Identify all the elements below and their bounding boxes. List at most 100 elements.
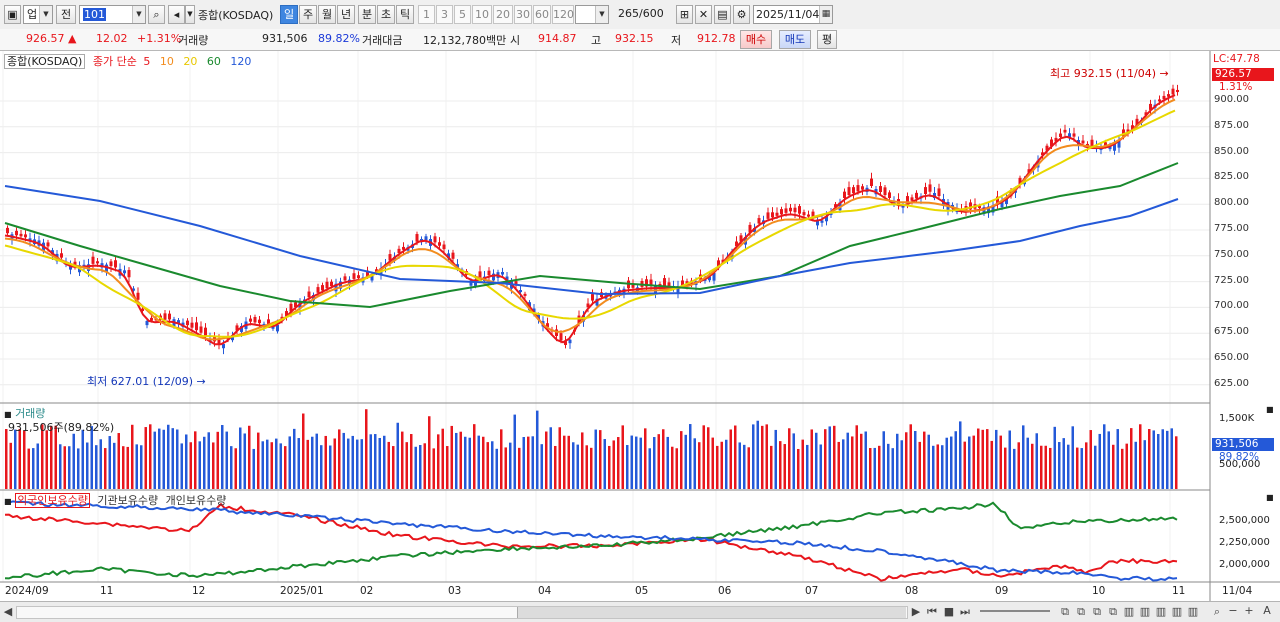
step-3-button[interactable]: 3: [436, 5, 453, 24]
legend-individual[interactable]: 개인보유수량: [165, 494, 227, 507]
period-week-button[interactable]: 주: [299, 5, 317, 24]
zoom-slider[interactable]: [980, 610, 1050, 612]
count-input[interactable]: 265/600: [615, 5, 667, 24]
zoom-in-icon[interactable]: +: [1244, 604, 1254, 617]
high-label: 고: [591, 34, 602, 47]
volume-bar: [936, 444, 939, 489]
layout-icon[interactable]: ⧉: [1061, 605, 1069, 618]
market-select[interactable]: 업 ▼: [23, 5, 53, 24]
price-change: 12.02: [96, 32, 128, 45]
chart-menu-icon[interactable]: ▣: [4, 5, 21, 24]
volume-bar: [1013, 448, 1016, 489]
stop-icon[interactable]: ■: [943, 605, 955, 618]
step-1-button[interactable]: 1: [418, 5, 435, 24]
scroll-right-icon[interactable]: ▶: [911, 605, 921, 618]
volume-bar: [41, 424, 44, 489]
volume-bar: [284, 446, 287, 489]
period-year-button[interactable]: 년: [337, 5, 355, 24]
candle-body: [442, 244, 446, 250]
candle-body: [586, 303, 590, 308]
legend-foreign[interactable]: 외국인보유수량: [15, 493, 90, 508]
open-value: 914.87: [538, 32, 577, 45]
period-minute-button[interactable]: 분: [358, 5, 376, 24]
zoom-icon[interactable]: ⌕: [1213, 605, 1221, 618]
bar-icon[interactable]: ▥: [1123, 605, 1135, 618]
volume-bar: [797, 448, 800, 489]
bar-icon[interactable]: ▥: [1187, 605, 1199, 618]
code-input[interactable]: 101 ▼: [79, 5, 146, 24]
last-page-icon[interactable]: ⏭: [960, 605, 970, 618]
index-title[interactable]: 종합(KOSDAQ): [4, 54, 86, 69]
layout-icon[interactable]: ⧉: [1109, 605, 1117, 618]
volume-bar: [900, 440, 903, 489]
bar-icon[interactable]: ▥: [1171, 605, 1183, 618]
candle-body: [19, 233, 23, 237]
volume-bar: [707, 427, 710, 489]
scroll-left-icon[interactable]: ◀: [3, 605, 13, 618]
period-second-button[interactable]: 초: [377, 5, 395, 24]
candle-body: [1050, 139, 1053, 146]
scroll-track[interactable]: [16, 606, 908, 619]
zoom-out-icon[interactable]: −: [1228, 604, 1238, 617]
layout-icon[interactable]: ⧉: [1077, 605, 1085, 618]
volume-bar: [590, 447, 593, 489]
bar-icon[interactable]: ▥: [1139, 605, 1151, 618]
gear-icon[interactable]: ⚙: [733, 5, 750, 24]
buy-button[interactable]: 매수: [740, 30, 772, 49]
step-120-button[interactable]: 120: [552, 5, 574, 24]
candle-body: [1126, 129, 1130, 133]
ma-label[interactable]: 종가 단순: [92, 55, 137, 68]
volume-bar: [734, 425, 737, 489]
eval-button[interactable]: 평: [817, 30, 837, 49]
volume-bar: [351, 435, 354, 489]
low-annotation: 최저 627.01 (12/09) →: [87, 373, 206, 389]
pane-close-icon[interactable]: ■: [1266, 405, 1274, 414]
date-input[interactable]: 2025/11/04 ▦: [753, 5, 833, 24]
candle-body: [352, 273, 356, 279]
prev-button[interactable]: 전: [56, 5, 76, 24]
collapse-icon[interactable]: ■: [4, 497, 12, 506]
candle-body: [645, 279, 648, 287]
font-size-icon[interactable]: A: [1263, 604, 1271, 617]
period-tick-button[interactable]: 틱: [396, 5, 414, 24]
sell-button[interactable]: 매도: [779, 30, 811, 49]
volume-bar: [684, 434, 687, 489]
bar-icon[interactable]: ▥: [1155, 605, 1167, 618]
volume-bar: [1166, 430, 1169, 489]
indicator-icon[interactable]: ⊞: [676, 5, 693, 24]
step-10-button[interactable]: 10: [472, 5, 492, 24]
chart-area[interactable]: [0, 51, 1280, 601]
volume-bar: [216, 431, 219, 489]
volume-bar: [729, 429, 732, 489]
step-30-button[interactable]: 30: [514, 5, 532, 24]
candle-body: [915, 192, 918, 199]
search-icon[interactable]: ⌕: [148, 5, 165, 24]
volume-bar: [968, 436, 971, 489]
period-month-button[interactable]: 월: [318, 5, 336, 24]
legend-institution[interactable]: 기관보유수량: [97, 494, 159, 507]
candle-body: [807, 214, 810, 217]
collapse-icon[interactable]: ■: [4, 410, 12, 419]
volume-title[interactable]: 거래량: [15, 407, 46, 420]
speaker-icon[interactable]: ◂: [168, 5, 185, 24]
speaker-dropdown-icon[interactable]: ▼: [185, 5, 195, 24]
step-20-button[interactable]: 20: [493, 5, 513, 24]
pane-close-icon[interactable]: ■: [1266, 493, 1274, 502]
volume-bar: [1044, 445, 1047, 489]
volume-bar: [477, 435, 480, 489]
volume-bar: [77, 448, 80, 489]
volume-bar: [878, 445, 881, 489]
layout-icon[interactable]: ⧉: [1093, 605, 1101, 618]
step-5-button[interactable]: 5: [454, 5, 471, 24]
crosshair-icon[interactable]: ✕: [695, 5, 712, 24]
holding-ytick-1: 2,250,000: [1219, 537, 1270, 548]
current-price: 926.57 ▲: [26, 32, 77, 45]
volume-bar: [14, 429, 17, 489]
step-custom-select[interactable]: ▼: [575, 5, 609, 24]
save-icon[interactable]: ▤: [714, 5, 731, 24]
change-percent: +1.31%: [137, 32, 182, 45]
step-60-button[interactable]: 60: [533, 5, 551, 24]
scroll-thumb[interactable]: [517, 607, 906, 618]
period-day-button[interactable]: 일: [280, 5, 298, 24]
first-page-icon[interactable]: ⏮: [927, 605, 937, 618]
